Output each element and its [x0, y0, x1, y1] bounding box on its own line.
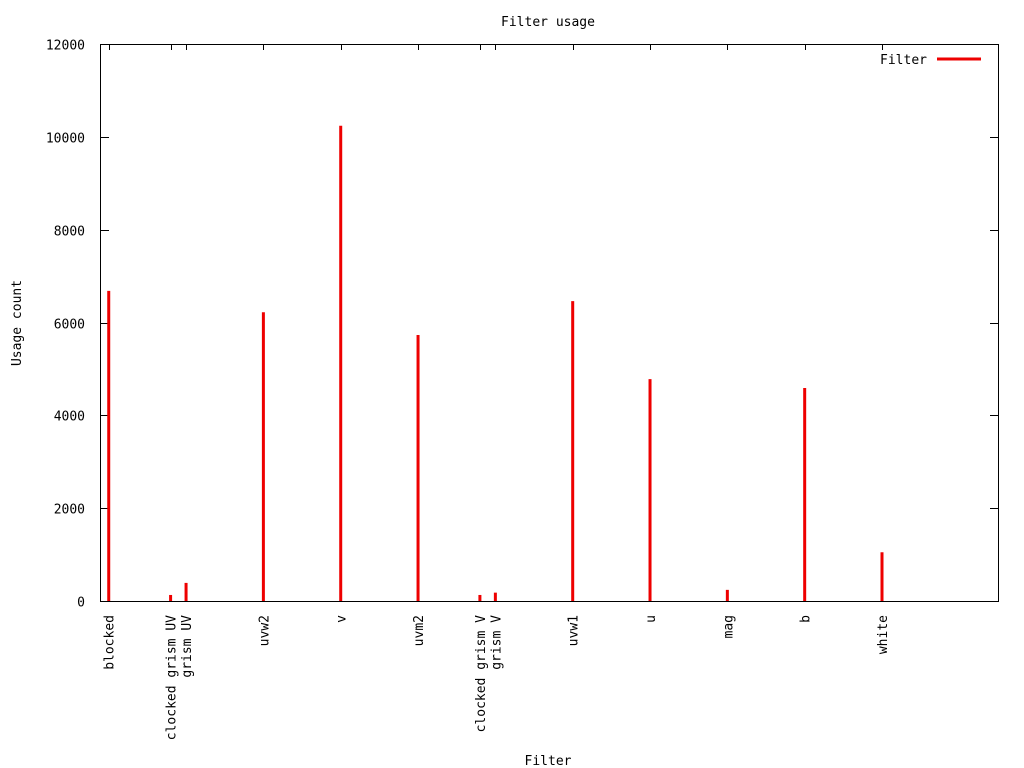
- legend-label: Filter: [880, 53, 927, 68]
- x-tick-label-9: u: [644, 615, 659, 623]
- x-tick-label-2: grism UV: [180, 615, 195, 678]
- x-axis-label: Filter: [525, 754, 572, 768]
- x-tick-label-4: v: [335, 615, 350, 623]
- x-tick-label-11: b: [799, 615, 814, 623]
- x-axis-ticks: blocked clocked grism UV grism UV uvw2 v uvm2…: [103, 44, 891, 740]
- y-tick-label-1: 2000: [54, 503, 85, 518]
- x-tick-label-12: white: [876, 615, 891, 654]
- x-tick-label-3: uvw2: [257, 615, 272, 646]
- y-tick-label-0: 0: [77, 596, 85, 611]
- x-tick-label-10: mag: [721, 615, 736, 638]
- x-tick-label-7: grism V: [489, 615, 504, 670]
- x-tick-label-0: blocked: [103, 615, 118, 670]
- y-tick-label-6: 12000: [46, 39, 85, 54]
- chart-title: Filter usage: [501, 15, 595, 30]
- y-tick-label-5: 10000: [46, 132, 85, 147]
- legend: Filter: [880, 53, 981, 68]
- plot-frame: [100, 44, 999, 602]
- x-tick-label-8: uvw1: [567, 615, 582, 646]
- bars: [107, 125, 884, 601]
- x-tick-label-6: clocked grism V: [474, 615, 489, 733]
- x-tick-label-1: clocked grism UV: [165, 615, 180, 740]
- y-tick-label-3: 6000: [54, 318, 85, 333]
- y-tick-label-4: 8000: [54, 225, 85, 240]
- x-tick-label-5: uvm2: [412, 615, 427, 646]
- y-axis-ticks: 0 2000 4000 6000 8000 10000 12000: [46, 39, 998, 611]
- y-tick-label-2: 4000: [54, 410, 85, 425]
- y-axis-label: Usage count: [10, 280, 25, 366]
